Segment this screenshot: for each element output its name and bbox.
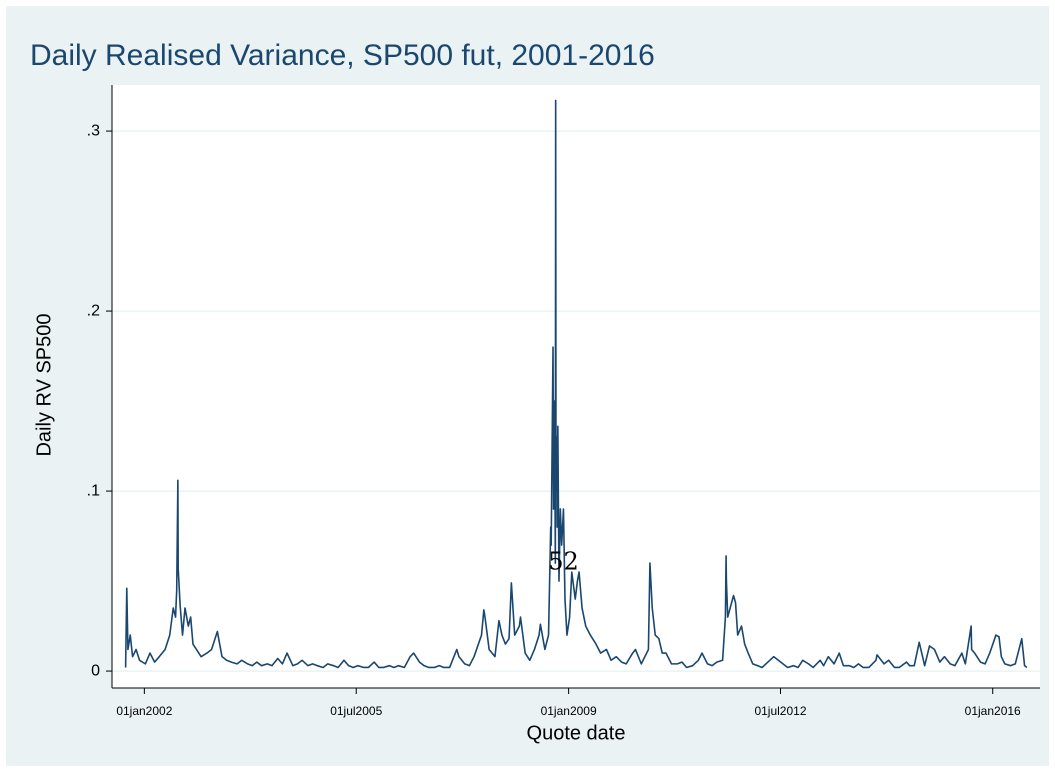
y-tick-label: .2: [87, 302, 100, 319]
y-tick-label: .1: [87, 482, 100, 499]
x-axis-title: Quote date: [527, 722, 626, 744]
x-tick-label: 01jan2009: [541, 704, 597, 718]
x-tick-label: 01jan2016: [965, 704, 1021, 718]
x-tick-label: 01jul2012: [754, 704, 806, 718]
x-tick-label: 01jul2005: [330, 704, 382, 718]
series-line: [124, 99, 1028, 669]
x-tick-label: 01jan2002: [116, 704, 172, 718]
y-tick-label: .3: [87, 122, 100, 139]
annotation: 52: [548, 548, 579, 576]
chart-title: Daily Realised Variance, SP500 fut, 2001…: [30, 39, 655, 72]
y-tick-label: 0: [91, 662, 100, 679]
y-axis-title: Daily RV SP500: [33, 313, 55, 456]
